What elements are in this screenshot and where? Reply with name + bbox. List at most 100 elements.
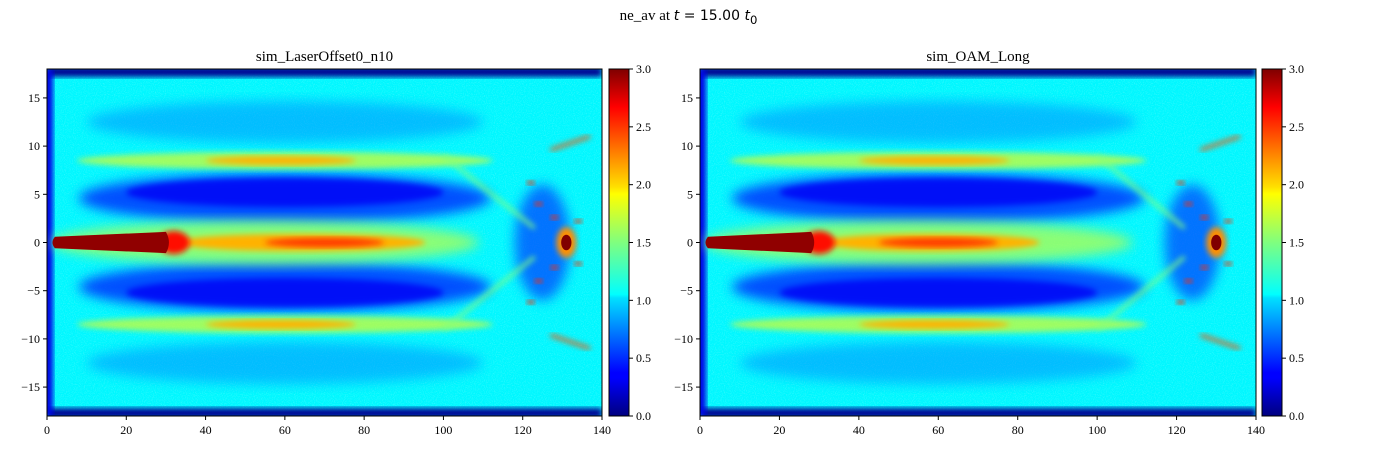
- y-tick-label: −10: [674, 332, 693, 346]
- y-tick-label: 0: [687, 236, 693, 250]
- x-tick-label: 40: [853, 423, 865, 437]
- x-tick-label: 60: [279, 423, 291, 437]
- front-spot: [574, 219, 583, 224]
- front-spot: [550, 215, 559, 220]
- front-spot: [1184, 278, 1193, 284]
- x-tick-label: 140: [1247, 423, 1265, 437]
- front-spot: [526, 300, 535, 305]
- front-spot: [534, 278, 543, 284]
- x-tick-label: 40: [200, 423, 212, 437]
- colorbar-tick-label: 1.0: [1289, 293, 1304, 307]
- side-band-peak: [205, 156, 357, 165]
- front-rib: [442, 154, 536, 230]
- x-tick-label: 120: [1168, 423, 1186, 437]
- x-tick-label: 100: [434, 423, 452, 437]
- outer-depletion: [739, 100, 1137, 144]
- front-spot: [574, 261, 583, 266]
- dense-core: [52, 231, 169, 254]
- colorbar-tick-label: 2.0: [636, 178, 651, 192]
- x-tick-label: 60: [932, 423, 944, 437]
- colorbar-tick-label: 2.0: [1289, 178, 1304, 192]
- front-spot: [550, 265, 559, 270]
- y-tick-label: 10: [28, 139, 40, 153]
- colorbar-tick-label: 3.0: [636, 62, 651, 76]
- heatmap-field: [47, 69, 602, 416]
- cavity-core: [779, 177, 1098, 207]
- colorbar: [1261, 68, 1283, 417]
- y-tick-label: 5: [34, 187, 40, 201]
- dense-core: [705, 231, 815, 254]
- subplot-title: sim_OAM_Long: [926, 49, 1030, 65]
- edge-band: [700, 408, 1256, 416]
- front-rib: [1095, 255, 1186, 331]
- x-tick-label: 140: [593, 423, 611, 437]
- front-spot: [1176, 300, 1185, 305]
- x-tick-label: 0: [44, 423, 50, 437]
- subplot-title: sim_LaserOffset0_n10: [256, 49, 393, 65]
- front-spot: [526, 180, 535, 185]
- edge-band: [47, 408, 602, 416]
- figure-suptitle: ne_av at t = 15.00 t0: [619, 8, 758, 27]
- x-tick-label: 80: [1012, 423, 1024, 437]
- colorbar-tick-label: 0.5: [1289, 351, 1304, 365]
- front-rib: [1095, 154, 1186, 230]
- front-spot: [534, 201, 543, 207]
- cavity-core: [779, 278, 1098, 308]
- front-streak: [1199, 135, 1241, 152]
- y-tick-label: −15: [21, 380, 40, 394]
- side-band-peak: [205, 320, 357, 329]
- colorbar-tick-label: 1.5: [1289, 236, 1304, 250]
- y-tick-label: −5: [680, 284, 693, 298]
- y-tick-label: 0: [34, 236, 40, 250]
- front-spot: [1184, 201, 1193, 207]
- y-tick-label: −10: [21, 332, 40, 346]
- outer-depletion: [86, 341, 484, 385]
- side-band-peak: [858, 156, 1010, 165]
- colorbar-tick-label: 3.0: [1289, 62, 1304, 76]
- edge-band: [47, 69, 602, 77]
- cavity-core: [126, 278, 444, 308]
- front-core: [561, 234, 572, 251]
- y-tick-label: 10: [681, 139, 693, 153]
- colorbar-tick-label: 2.5: [636, 120, 651, 134]
- x-tick-label: 20: [773, 423, 785, 437]
- colorbar-tick-label: 1.5: [636, 236, 651, 250]
- axis-filament-peak: [265, 237, 384, 248]
- colorbar: [608, 68, 630, 417]
- front-streak: [549, 135, 591, 152]
- cavity-core: [126, 177, 444, 207]
- axis-filament-peak: [878, 237, 998, 248]
- y-tick-label: −15: [674, 380, 693, 394]
- outer-depletion: [739, 341, 1137, 385]
- front-cavity: [1164, 184, 1221, 301]
- side-band-peak: [858, 320, 1010, 329]
- colorbar-tick-label: 2.5: [1289, 120, 1304, 134]
- front-spot: [1200, 215, 1209, 220]
- y-tick-label: 15: [681, 91, 693, 105]
- front-spot: [1224, 261, 1233, 266]
- x-tick-label: 80: [358, 423, 370, 437]
- y-tick-label: −5: [27, 284, 40, 298]
- left-edge: [47, 69, 53, 416]
- edge-band: [700, 69, 1256, 77]
- front-spot: [1224, 219, 1233, 224]
- front-spot: [1176, 180, 1185, 185]
- front-streak: [549, 333, 591, 350]
- left-edge: [700, 69, 706, 416]
- colorbar-tick-label: 0.5: [636, 351, 651, 365]
- colorbar-tick-label: 1.0: [636, 293, 651, 307]
- subplot-right: sim_OAM_Long 0 20 40 60 80 100 120 140 −15 −10 −5 0 5…: [674, 49, 1304, 437]
- front-core: [1211, 234, 1222, 251]
- front-rib: [442, 255, 536, 331]
- x-tick-label: 0: [697, 423, 703, 437]
- outer-depletion: [86, 100, 484, 144]
- y-tick-label: 5: [687, 187, 693, 201]
- colorbar-tick-label: 0.0: [636, 409, 651, 423]
- front-spot: [1200, 265, 1209, 270]
- colorbar-tick-label: 0.0: [1289, 409, 1304, 423]
- front-cavity: [514, 184, 571, 301]
- heatmap-field: [700, 69, 1256, 416]
- x-tick-label: 20: [120, 423, 132, 437]
